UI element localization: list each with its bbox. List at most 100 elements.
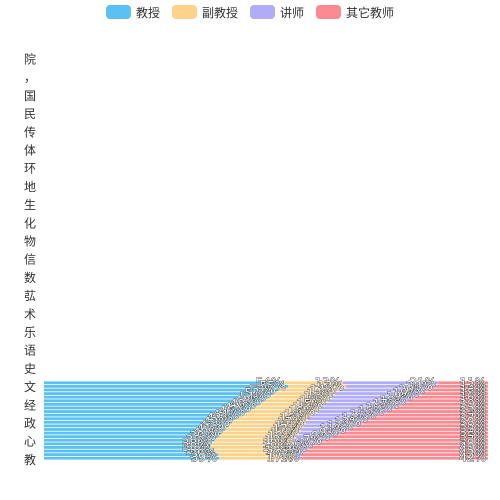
bar-segment[interactable] xyxy=(290,446,310,449)
bar-segment[interactable] xyxy=(393,406,488,410)
bar-segment[interactable] xyxy=(309,446,488,449)
bar-segment[interactable] xyxy=(332,435,488,439)
legend-swatch-other-teachers xyxy=(316,5,342,19)
bar-segment[interactable] xyxy=(324,402,402,406)
bar-segment[interactable] xyxy=(258,402,325,406)
bar-segment[interactable] xyxy=(268,395,332,399)
bar-segment[interactable] xyxy=(338,388,428,392)
bar-segment[interactable] xyxy=(210,446,291,449)
bar-segment[interactable] xyxy=(44,388,278,392)
bar-segment[interactable] xyxy=(308,417,370,421)
bar-segment[interactable] xyxy=(218,435,296,439)
bar-segment[interactable] xyxy=(302,453,488,457)
bar-segment[interactable] xyxy=(210,442,291,446)
bar-segment[interactable] xyxy=(335,392,422,395)
bar-segment[interactable] xyxy=(44,402,259,406)
bar-segment[interactable] xyxy=(241,413,313,417)
bar-segment[interactable] xyxy=(228,424,304,428)
bar-segment[interactable] xyxy=(44,438,215,442)
bar-segment[interactable] xyxy=(221,431,299,435)
bar-percent-label: 11% xyxy=(459,375,486,389)
bar-segment[interactable] xyxy=(401,402,488,406)
bar-segment[interactable] xyxy=(427,388,488,392)
bar-segment[interactable] xyxy=(218,453,296,457)
bar-percent-label: 15% xyxy=(350,408,377,422)
bar-segment[interactable] xyxy=(247,410,317,413)
bar-segment[interactable] xyxy=(252,406,321,410)
bar-segment[interactable] xyxy=(44,424,229,428)
bar-segment[interactable] xyxy=(44,456,220,460)
bar-segment[interactable] xyxy=(44,392,274,395)
bar-segment[interactable] xyxy=(293,449,306,453)
bar-segment[interactable] xyxy=(347,428,488,431)
bar-segment[interactable] xyxy=(44,417,236,421)
bar-segment[interactable] xyxy=(301,428,348,431)
bar-segment[interactable] xyxy=(219,456,296,460)
bar-segment[interactable] xyxy=(44,413,242,417)
bar-segment[interactable] xyxy=(408,399,488,403)
bar-segment[interactable] xyxy=(263,399,329,403)
legend-item-professor[interactable]: 教授 xyxy=(105,4,160,21)
bar-segment[interactable] xyxy=(345,384,435,388)
bar-segment[interactable] xyxy=(288,384,346,388)
bar-segment[interactable] xyxy=(438,381,488,385)
bar-segment[interactable] xyxy=(284,381,344,385)
bar-segment[interactable] xyxy=(298,431,340,435)
legend-item-associate-professor[interactable]: 副教授 xyxy=(171,4,238,21)
bar-segment[interactable] xyxy=(305,420,363,424)
bar-segment[interactable] xyxy=(44,453,218,457)
bar-segment[interactable] xyxy=(301,456,488,460)
bar-segment[interactable] xyxy=(44,428,226,431)
bar-segment[interactable] xyxy=(328,399,409,403)
bar-segment[interactable] xyxy=(343,381,439,385)
bar-percent-label: 39% xyxy=(189,447,216,461)
bar-segment[interactable] xyxy=(44,399,264,403)
bar-segment[interactable] xyxy=(44,446,211,449)
bar-segment[interactable] xyxy=(305,449,488,453)
bar-segment[interactable] xyxy=(414,395,488,399)
bar-segment[interactable] xyxy=(44,395,269,399)
bar-segment[interactable] xyxy=(295,456,302,460)
bar-segment[interactable] xyxy=(378,413,488,417)
bar-segment[interactable] xyxy=(434,384,488,388)
bar-segment[interactable] xyxy=(315,442,488,446)
bar-segment[interactable] xyxy=(316,410,387,413)
bar-segment[interactable] xyxy=(290,442,316,446)
bar-segment[interactable] xyxy=(312,413,379,417)
bar-segment[interactable] xyxy=(369,417,488,421)
bar-segment[interactable] xyxy=(44,420,232,424)
bar-segment[interactable] xyxy=(362,420,488,424)
bar-segment[interactable] xyxy=(331,395,415,399)
bar-percent-label: 23% xyxy=(459,404,486,418)
bar-segment[interactable] xyxy=(44,410,248,413)
bar-percent-label: 32% xyxy=(459,422,486,436)
bar-segment[interactable] xyxy=(44,449,215,453)
bar-segment[interactable] xyxy=(44,431,222,435)
bar-segment[interactable] xyxy=(273,392,336,395)
bar-segment[interactable] xyxy=(303,424,356,428)
bar-segment[interactable] xyxy=(421,392,488,395)
bar-segment[interactable] xyxy=(323,438,488,442)
bar-segment[interactable] xyxy=(296,453,302,457)
bar-segment[interactable] xyxy=(277,388,339,392)
bar-segment[interactable] xyxy=(225,428,302,431)
bar-segment[interactable] xyxy=(44,384,289,388)
bar-segment[interactable] xyxy=(296,435,332,439)
bar-segment[interactable] xyxy=(44,406,253,410)
legend-item-other-teachers[interactable]: 其它教师 xyxy=(316,4,394,21)
bar-segment[interactable] xyxy=(293,438,324,442)
bar-segment[interactable] xyxy=(44,435,218,439)
bar-segment[interactable] xyxy=(214,449,294,453)
bar-segment[interactable] xyxy=(355,424,488,428)
bar-segment[interactable] xyxy=(44,381,285,385)
bar-percent-label: 14% xyxy=(459,382,486,396)
bar-segment[interactable] xyxy=(235,417,309,421)
bar-segment[interactable] xyxy=(44,442,211,446)
bar-segment[interactable] xyxy=(386,410,488,413)
bar-segment[interactable] xyxy=(320,406,394,410)
bar-segment[interactable] xyxy=(340,431,488,435)
bar-segment[interactable] xyxy=(231,420,306,424)
legend-item-lecturer[interactable]: 讲师 xyxy=(250,4,304,21)
y-axis-char: 国 xyxy=(24,89,36,103)
bar-segment[interactable] xyxy=(214,438,294,442)
